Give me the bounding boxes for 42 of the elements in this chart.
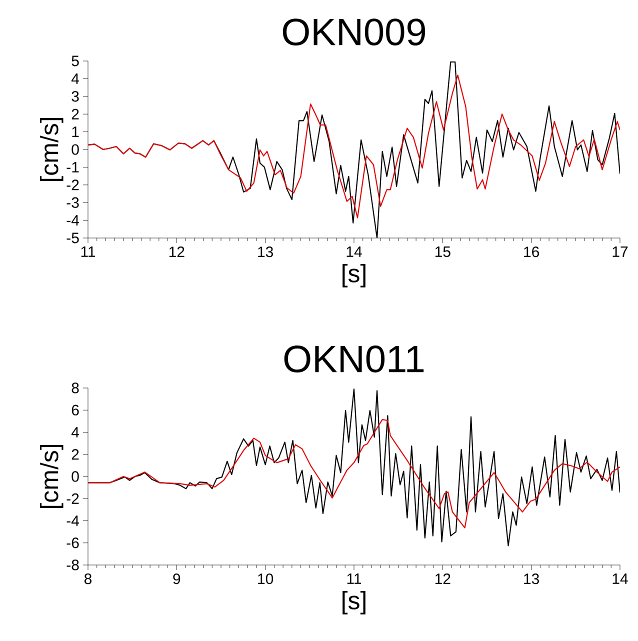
line-series — [88, 74, 620, 218]
y-tick-label: -5 — [66, 232, 79, 244]
x-tick-label: 11 — [81, 246, 96, 257]
x-tick-label: 15 — [435, 246, 450, 257]
x-tick-label: 14 — [346, 246, 362, 257]
chart-title: OKN009 — [282, 18, 426, 46]
y-tick-label: 6 — [72, 404, 79, 416]
y-tick-label: 4 — [71, 427, 80, 438]
chart-title: OKN011 — [284, 346, 424, 372]
y-tick-label: -4 — [66, 516, 80, 526]
y-tick-label: 2 — [72, 108, 79, 120]
y-tick-label: 5 — [72, 56, 79, 66]
y-tick-label: -8 — [66, 560, 79, 570]
y-tick-label: 3 — [72, 91, 79, 102]
y-tick-label: -1 — [66, 162, 79, 172]
x-tick-label: 14 — [612, 574, 628, 584]
x-tick-label: 12 — [435, 574, 450, 584]
y-tick-label: 0 — [72, 144, 79, 155]
y-tick-label: 0 — [72, 471, 79, 482]
x-tick-label: 13 — [258, 246, 274, 258]
x-tick-label: 8 — [84, 574, 92, 584]
y-tick-label: -3 — [66, 197, 79, 208]
y-tick-label: 2 — [72, 449, 79, 460]
x-tick-label: 11 — [347, 574, 362, 584]
x-tick-label: 9 — [173, 574, 180, 584]
y-tick-label: 4 — [71, 74, 80, 84]
x-axis-title: [s] — [342, 264, 366, 288]
x-tick-label: 10 — [258, 574, 274, 584]
y-tick-label: -2 — [66, 180, 79, 190]
y-tick-label: 1 — [72, 126, 79, 137]
y-axis-title: [cm/s] — [40, 118, 64, 182]
y-tick-label: -6 — [66, 538, 79, 548]
x-tick-label: 17 — [612, 246, 628, 257]
x-axis-title: [s] — [342, 591, 366, 614]
x-tick-label: 16 — [524, 246, 539, 258]
x-tick-label: 12 — [169, 246, 184, 258]
y-axis-title: [cm/s] — [40, 444, 64, 508]
y-tick-label: -2 — [66, 493, 79, 504]
y-tick-label: -4 — [66, 215, 80, 226]
x-tick-label: 13 — [524, 574, 539, 584]
y-tick-label: 8 — [72, 382, 79, 394]
line-series — [88, 418, 620, 528]
